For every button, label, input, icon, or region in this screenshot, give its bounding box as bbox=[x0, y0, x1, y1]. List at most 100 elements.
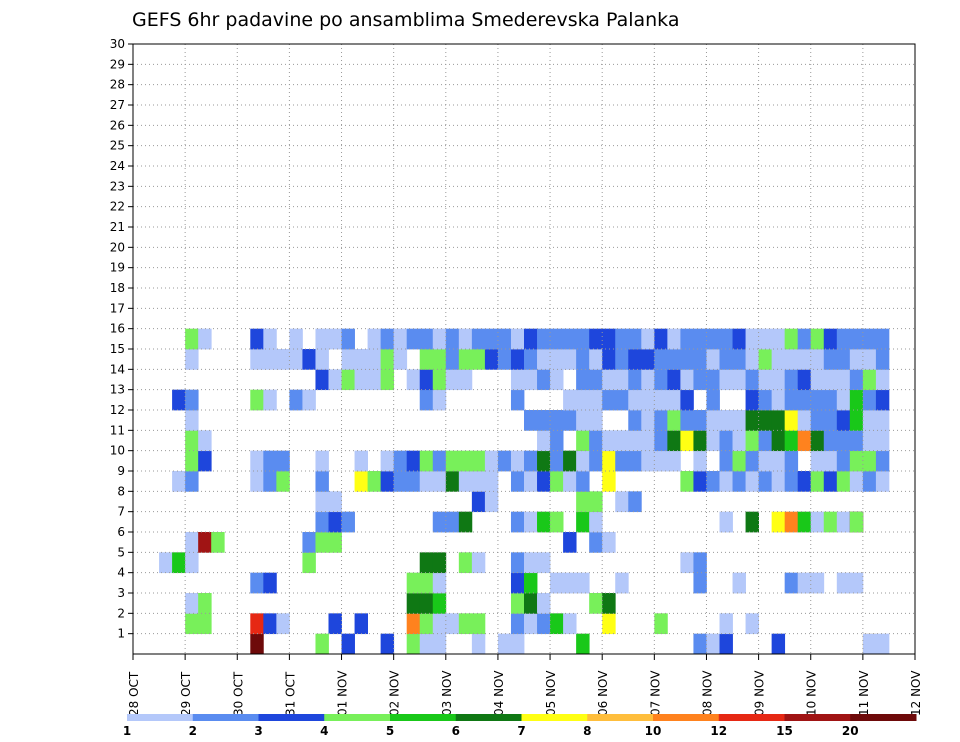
cell-m6-s37 bbox=[458, 511, 473, 533]
cell-m8-s41 bbox=[510, 471, 525, 492]
cell-m9-s59 bbox=[745, 450, 759, 472]
y-tick-label: 5 bbox=[117, 545, 125, 559]
cell-m2-s48 bbox=[602, 593, 616, 614]
cell-m11-s68 bbox=[862, 410, 877, 431]
cell-m9-s38 bbox=[471, 450, 486, 472]
cell-m8-s34 bbox=[419, 471, 434, 492]
x-tick-label: 07 NOV bbox=[648, 670, 662, 716]
legend-label: 15 bbox=[776, 724, 793, 738]
heatmap-cells bbox=[159, 328, 890, 655]
cell-m13-s26 bbox=[315, 369, 329, 391]
cell-m11-s59 bbox=[745, 410, 759, 431]
cell-m12-s15 bbox=[172, 389, 186, 411]
cell-m1-s35 bbox=[432, 613, 447, 635]
cell-m1-s48 bbox=[602, 613, 616, 635]
cell-m8-s16 bbox=[185, 471, 199, 492]
cell-m8-s56 bbox=[706, 471, 720, 492]
cell-m10-s66 bbox=[836, 430, 851, 452]
x-tick-label: 08 NOV bbox=[700, 670, 714, 716]
legend-swatch bbox=[455, 714, 522, 721]
cell-m11-s50 bbox=[628, 410, 642, 431]
cell-m8-s69 bbox=[875, 471, 890, 492]
y-tick-label: 7 bbox=[117, 505, 125, 519]
cell-m4-s41 bbox=[510, 552, 525, 574]
y-tick-label: 8 bbox=[117, 484, 125, 498]
cell-m1-s23 bbox=[276, 613, 290, 635]
cell-m14-s39 bbox=[484, 349, 499, 370]
cell-m9-s43 bbox=[537, 450, 551, 472]
cell-m10-s44 bbox=[550, 430, 564, 452]
cell-m12-s68 bbox=[862, 389, 877, 411]
cell-m11-s42 bbox=[524, 410, 538, 431]
cell-m9-s66 bbox=[836, 450, 851, 472]
y-tick-label: 25 bbox=[110, 139, 125, 153]
cell-m14-s51 bbox=[641, 349, 655, 370]
cell-m13-s31 bbox=[380, 369, 395, 391]
cell-m15-s34 bbox=[419, 328, 434, 350]
cell-m13-s60 bbox=[758, 369, 773, 391]
cell-m8-s45 bbox=[563, 471, 577, 492]
cell-m4-s55 bbox=[693, 552, 707, 574]
cell-m9-s46 bbox=[576, 450, 590, 472]
cell-m9-s39 bbox=[484, 450, 499, 472]
cell-m12-s66 bbox=[836, 389, 851, 411]
cell-m1-s27 bbox=[328, 613, 342, 635]
legend-swatch bbox=[784, 714, 851, 721]
cell-m8-s66 bbox=[836, 471, 851, 492]
cell-m8-s65 bbox=[823, 471, 838, 492]
cell-m6-s36 bbox=[445, 511, 460, 533]
cell-m14-s32 bbox=[393, 349, 408, 370]
cell-m3-s49 bbox=[615, 572, 629, 594]
legend-label: 1 bbox=[123, 724, 131, 738]
cell-m10-s55 bbox=[693, 430, 707, 452]
cell-m8-s35 bbox=[432, 471, 447, 492]
cell-m14-s42 bbox=[524, 349, 538, 370]
cell-m9-s16 bbox=[185, 450, 199, 472]
legend-label: 5 bbox=[386, 724, 394, 738]
cell-m13-s43 bbox=[537, 369, 551, 391]
y-tick-label: 22 bbox=[110, 200, 125, 214]
cell-m10-s48 bbox=[602, 430, 616, 452]
cell-m13-s27 bbox=[328, 369, 342, 391]
cell-m13-s67 bbox=[849, 369, 864, 391]
cell-m5-s45 bbox=[563, 532, 577, 553]
cell-m6-s42 bbox=[524, 511, 538, 533]
cell-m9-s49 bbox=[615, 450, 629, 472]
cell-m10-s64 bbox=[810, 430, 825, 452]
cell-m14-s46 bbox=[576, 349, 590, 370]
cell-m14-s26 bbox=[315, 349, 329, 370]
cell-m15-s36 bbox=[445, 328, 460, 350]
cell-m13-s28 bbox=[341, 369, 355, 391]
cell-m9-s31 bbox=[380, 450, 395, 472]
cell-m11-s45 bbox=[563, 410, 577, 431]
cell-m12-s24 bbox=[289, 389, 303, 411]
cell-m14-s53 bbox=[667, 349, 681, 370]
cell-m15-s17 bbox=[198, 328, 212, 350]
x-tick-label: 12 NOV bbox=[909, 670, 923, 716]
cell-m0-s34 bbox=[419, 633, 434, 655]
cell-m14-s50 bbox=[628, 349, 642, 370]
cell-m6-s64 bbox=[810, 511, 825, 533]
y-tick-label: 29 bbox=[110, 57, 125, 71]
cell-m15-s26 bbox=[315, 328, 329, 350]
cell-m10-s57 bbox=[719, 430, 733, 452]
cell-m13-s29 bbox=[354, 369, 368, 391]
cell-m10-s69 bbox=[875, 430, 890, 452]
cell-m0-s56 bbox=[706, 633, 720, 655]
cell-m7-s26 bbox=[315, 491, 329, 513]
x-tick-label: 06 NOV bbox=[596, 670, 610, 716]
legend-label: 2 bbox=[189, 724, 197, 738]
cell-m0-s21 bbox=[250, 633, 264, 655]
cell-m8-s44 bbox=[550, 471, 564, 492]
cell-m3-s55 bbox=[693, 572, 707, 594]
cell-m3-s42 bbox=[524, 572, 538, 594]
cell-m7-s39 bbox=[484, 491, 499, 513]
cell-m12-s22 bbox=[263, 389, 277, 411]
cell-m13-s36 bbox=[445, 369, 460, 391]
cell-m9-s23 bbox=[276, 450, 290, 472]
cell-m8-s55 bbox=[693, 471, 707, 492]
cell-m3-s22 bbox=[263, 572, 277, 594]
y-tick-label: 2 bbox=[117, 606, 125, 620]
cell-m4-s15 bbox=[172, 552, 186, 574]
